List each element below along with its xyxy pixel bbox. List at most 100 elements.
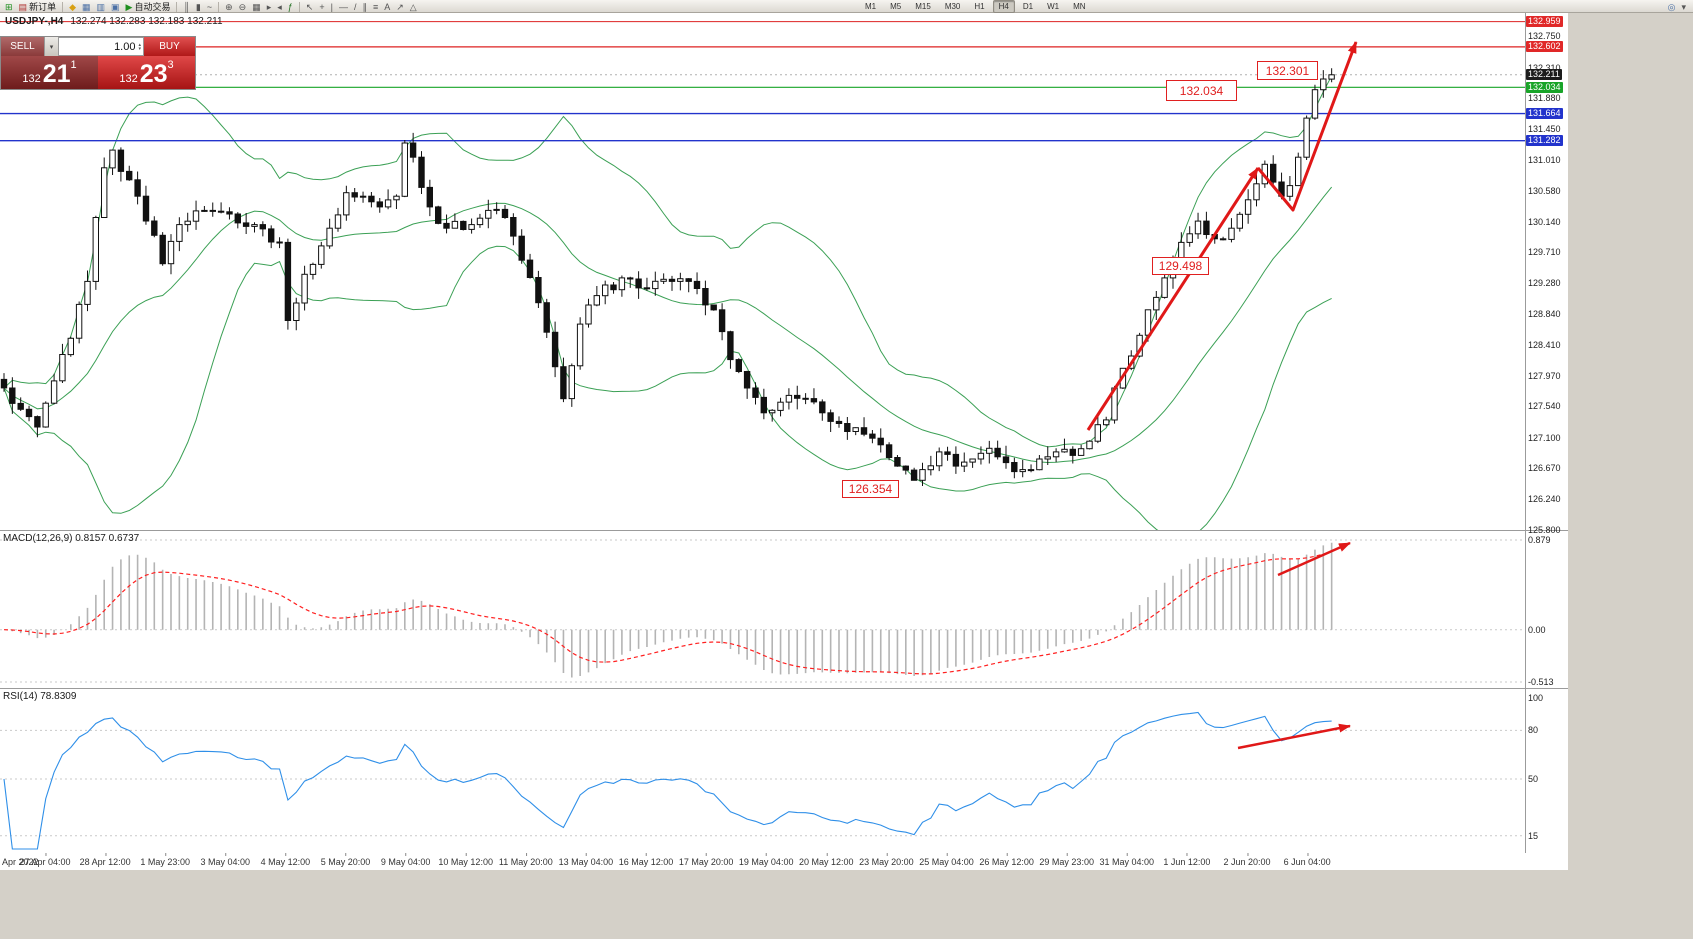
volume-input[interactable]: 1.00 ▴ ▾	[58, 37, 144, 56]
timeframe-m5[interactable]: M5	[890, 2, 902, 11]
macd-panel[interactable]	[0, 530, 1525, 688]
timeframe-d1[interactable]: D1	[1022, 2, 1034, 11]
macd-axis-label: -0.513	[1528, 677, 1554, 687]
time-axis-label: 16 May 12:00	[618, 853, 674, 867]
bollinger-lower-line	[3, 245, 1332, 530]
horizontal-line-button[interactable]: —	[337, 1, 350, 13]
new-order-label: 新订单	[29, 2, 57, 12]
navigator-button[interactable]: ▣	[109, 1, 122, 13]
tile-windows-button[interactable]: ▦	[250, 1, 263, 13]
timeframe-h4[interactable]: H4	[992, 0, 1015, 13]
chart-search-icon: ◎	[1667, 1, 1676, 12]
arrow-object-button[interactable]: ↗	[394, 1, 406, 13]
candlestick-chart-button[interactable]: ▮	[194, 1, 203, 13]
shapes-button[interactable]: △	[408, 1, 419, 13]
buy-price[interactable]: 132 23 3	[98, 56, 195, 89]
timeframe-mn[interactable]: MN	[1073, 2, 1086, 11]
fibonacci-button[interactable]: ≡	[371, 1, 380, 13]
rsi-panel[interactable]	[0, 688, 1525, 853]
bid-big-figure: 21	[42, 60, 71, 88]
price-axis-label: 127.100	[1528, 432, 1561, 443]
chart-shift-button[interactable]: ◂	[275, 1, 284, 13]
chart-annotations: 132.034 132.301 129.498 126.354	[0, 13, 1568, 870]
auto-scroll-button[interactable]: ▸	[265, 1, 274, 13]
macd-axis-label: 0.879	[1528, 535, 1551, 545]
zoom-in-button[interactable]: ⊕	[223, 1, 235, 13]
autotrading-button[interactable]: ▶ 自动交易	[124, 1, 173, 13]
price-callout-132.301[interactable]: 132.301	[1257, 61, 1318, 80]
price-axis-label: 131.010	[1528, 155, 1561, 165]
spin-up-icon[interactable]: ▴	[138, 41, 141, 48]
price-axis-label: 132.750	[1528, 31, 1561, 42]
channel-icon: ∥	[362, 1, 367, 12]
sell-dropdown-icon[interactable]: ▾	[44, 37, 58, 56]
time-axis-label: 28 Apr 12:00	[79, 853, 131, 867]
volume-spinner[interactable]: ▴ ▾	[138, 41, 141, 52]
chart-header: USDJPY-,H4 132.274 132.283 132.183 132.21…	[5, 16, 223, 27]
text-label-button[interactable]: A	[382, 1, 392, 13]
market-watch-button[interactable]: ▦	[80, 1, 93, 13]
timeframe-w1[interactable]: W1	[1047, 2, 1060, 11]
sell-price[interactable]: 132 21 1	[1, 56, 98, 89]
ask-pip: 3	[167, 59, 174, 71]
price-callout-129.498[interactable]: 129.498	[1152, 257, 1209, 275]
price-axis-divider	[1525, 13, 1526, 870]
arrow-object-icon: ↗	[396, 1, 404, 12]
timeframe-group: M1 M5 M15 M30 H1 H4 D1 W1 MN	[858, 0, 1093, 13]
macd-trend-arrow[interactable]	[1277, 541, 1351, 577]
timeframe-m1[interactable]: M1	[865, 2, 877, 11]
price-axis-label-132.034: 132.034	[1526, 81, 1563, 93]
crosshair-button[interactable]: +	[317, 1, 326, 13]
toolbar-left-group: ⊞ ▤ 新订单 ◆ ▦ ▥ ▣ ▶ 自动交易 ║ ▮ ~ ⊕ ⊖ ▦ ▸ ◂ ƒ ↖ + | — / ∥ ≡ A ↗ △	[2, 0, 420, 13]
favorites-button[interactable]: ◆	[67, 1, 78, 13]
timeframe-m15[interactable]: M15	[915, 2, 931, 11]
data-window-button[interactable]: ▥	[95, 1, 108, 13]
bar-chart-button[interactable]: ║	[181, 1, 191, 13]
sell-button[interactable]: SELL	[1, 37, 44, 56]
time-axis-label: 2 Jun 20:00	[1223, 853, 1271, 867]
trend-arrow-zigzag[interactable]	[1256, 41, 1358, 212]
new-order-button[interactable]: ▤ 新订单	[17, 1, 59, 13]
trendline-button[interactable]: /	[352, 1, 359, 13]
time-axis-label: Apr 2022	[2, 857, 39, 867]
rsi-axis-label: 50	[1528, 774, 1539, 784]
new-chart-button[interactable]: ⊞	[3, 1, 15, 13]
panel-divider[interactable]	[0, 530, 1568, 531]
trend-arrow-impulse[interactable]	[1086, 167, 1260, 431]
ask-big-figure: 23	[139, 60, 168, 88]
indicators-button[interactable]: ƒ	[286, 1, 295, 13]
chart-search-button[interactable]: ◎	[1666, 1, 1678, 13]
zoom-out-icon: ⊖	[238, 1, 247, 12]
price-callout-132.034[interactable]: 132.034	[1166, 80, 1237, 101]
buy-button[interactable]: BUY	[144, 37, 195, 56]
trade-panel-controls: SELL ▾ 1.00 ▴ ▾ BUY	[1, 37, 195, 56]
time-axis-label: 10 May 12:00	[438, 853, 493, 867]
price-axis-label: 127.970	[1528, 370, 1561, 381]
time-axis-label: 19 May 04:00	[738, 853, 794, 867]
line-chart-button[interactable]: ~	[205, 1, 214, 13]
panel-divider[interactable]	[0, 688, 1568, 689]
timeframe-m30[interactable]: M30	[944, 2, 961, 11]
time-axis[interactable]: Apr 2022 27 Apr 04:00 28 Apr 12:00 1 May 23…	[0, 853, 1568, 870]
spin-down-icon[interactable]: ▾	[138, 45, 141, 52]
channel-button[interactable]: ∥	[360, 1, 369, 13]
time-axis-label: 20 May 12:00	[799, 853, 854, 867]
time-axis-label: 27 Apr 04:00	[19, 853, 71, 867]
macd-histogram	[11, 542, 1333, 678]
price-axis[interactable]: 132.750 132.310 131.880 131.450 131.010 130.5…	[1526, 13, 1568, 870]
market-watch-icon: ▦	[82, 1, 91, 12]
macd-indicator-label: MACD(12,26,9) 0.8157 0.6737	[3, 533, 140, 544]
rsi-trend-arrow[interactable]	[1237, 723, 1351, 750]
rsi-line	[3, 711, 1332, 850]
cursor-button[interactable]: ↖	[304, 1, 316, 13]
timeframe-h1[interactable]: H1	[974, 2, 985, 11]
zoom-out-button[interactable]: ⊖	[237, 1, 249, 13]
toolbar-more-button[interactable]: ▾	[1679, 1, 1688, 13]
price-chart[interactable]	[0, 13, 1525, 530]
price-axis-label-132.602: 132.602	[1526, 41, 1563, 53]
text-label-icon: A	[384, 1, 391, 12]
macd-axis-label: 0.00	[1528, 624, 1546, 635]
vertical-line-button[interactable]: |	[329, 1, 335, 13]
price-callout-126.354[interactable]: 126.354	[842, 480, 899, 498]
time-axis-label: 17 May 20:00	[678, 853, 734, 867]
